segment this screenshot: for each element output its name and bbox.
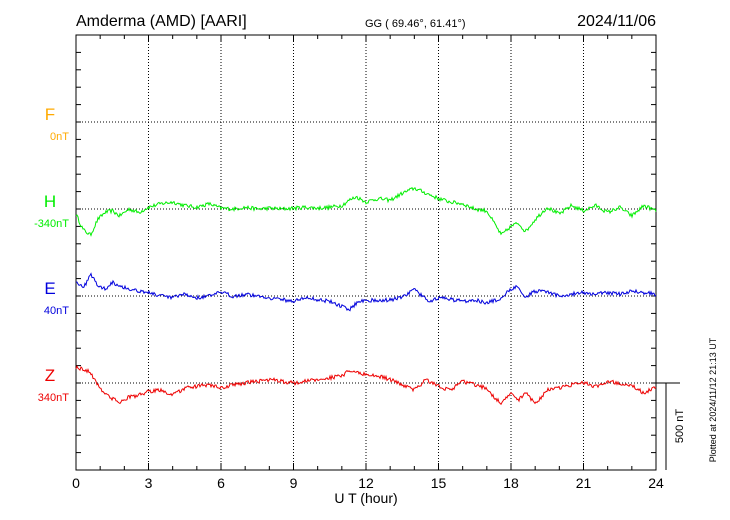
plot-date: 2024/11/06	[577, 13, 656, 30]
x-tick-label: 6	[217, 475, 225, 491]
component-name-z: Z	[45, 366, 55, 385]
grid-lines	[76, 35, 656, 470]
component-baseline-h: -340nT	[34, 218, 69, 230]
component-name-f: F	[45, 105, 55, 124]
component-labels: F 0nT H -340nT E 40nT Z 340nT	[34, 105, 69, 404]
data-traces	[75, 186, 657, 406]
component-name-h: H	[44, 192, 56, 211]
x-tick-label: 21	[576, 475, 592, 491]
x-tick-labels: 0 3 6 9 12 15 18 21 24	[72, 475, 664, 491]
trace-h	[75, 186, 657, 237]
station-title: Amderma (AMD) [AARI]	[76, 13, 247, 30]
x-tick-label: 12	[358, 475, 374, 491]
plotted-timestamp: Plotted at 2024/11/12 21:13 UT	[708, 337, 718, 462]
trace-e	[75, 272, 657, 312]
component-baseline-z: 340nT	[38, 392, 69, 404]
trace-z	[75, 364, 657, 406]
scale-bar: 500 nT	[656, 382, 686, 470]
station-coords: GG ( 69.46°, 61.41°)	[365, 18, 466, 30]
component-baseline-f: 0nT	[50, 131, 69, 143]
x-tick-label: 15	[431, 475, 447, 491]
x-axis-label: U T (hour)	[334, 490, 397, 506]
scale-bar-label: 500 nT	[674, 409, 686, 444]
component-baseline-e: 40nT	[44, 305, 69, 317]
axis-ticks	[75, 34, 657, 471]
x-tick-label: 24	[648, 475, 664, 491]
x-tick-label: 0	[72, 475, 80, 491]
component-name-e: E	[44, 279, 55, 298]
x-tick-label: 9	[290, 475, 298, 491]
x-tick-label: 18	[503, 475, 519, 491]
x-tick-label: 3	[145, 475, 153, 491]
